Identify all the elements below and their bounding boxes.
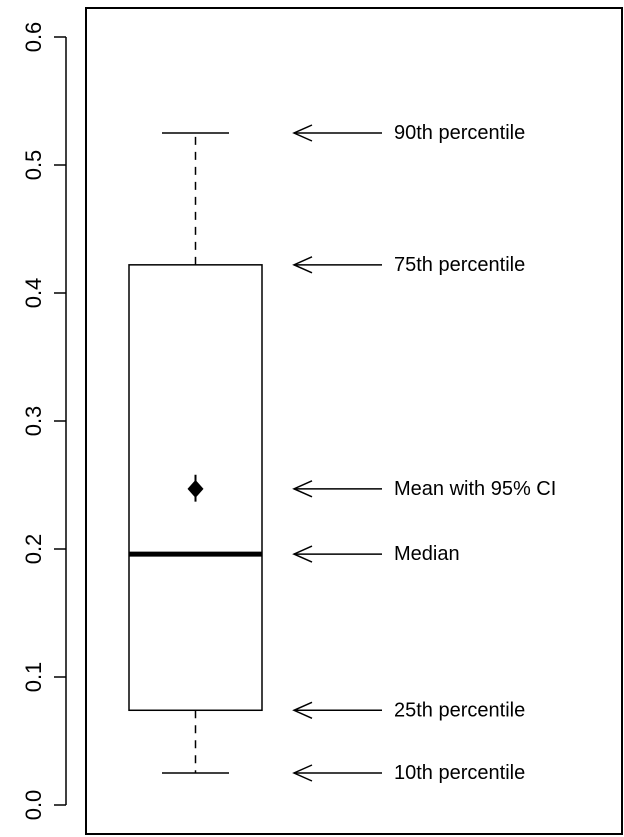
y-axis: 0.0 0.1 0.2 0.3 0.4 0.5 0.6 [21, 22, 67, 821]
annotation-arrow-head [292, 480, 313, 498]
annotation-arrow-head [292, 124, 313, 142]
annotation-arrow-head [292, 764, 313, 782]
y-tick-label: 0.4 [21, 278, 46, 309]
annotation-label: Mean with 95% CI [394, 478, 556, 500]
annotation-label: 90th percentile [394, 122, 525, 144]
annotation-label: Median [394, 543, 460, 565]
box-group [128, 132, 263, 774]
annotation-arrow-head [292, 545, 313, 563]
y-tick-label: 0.5 [21, 150, 46, 181]
y-tick-label: 0.0 [21, 790, 46, 821]
annotation-label: 10th percentile [394, 762, 525, 784]
annotation-arrow-head [292, 256, 313, 274]
y-tick-label: 0.3 [21, 406, 46, 437]
annotation-label: 75th percentile [394, 254, 525, 276]
y-tick-label: 0.6 [21, 22, 46, 53]
plot-frame [85, 7, 623, 835]
annotation-label: 25th percentile [394, 699, 525, 721]
annotation-arrow-head [292, 701, 313, 719]
y-tick-label: 0.2 [21, 534, 46, 565]
y-tick-label: 0.1 [21, 662, 46, 693]
interquartile-box [128, 264, 263, 712]
mean-marker [187, 479, 204, 498]
annotation-group: 90th percentile 75th percentile Mean with … [292, 122, 556, 784]
